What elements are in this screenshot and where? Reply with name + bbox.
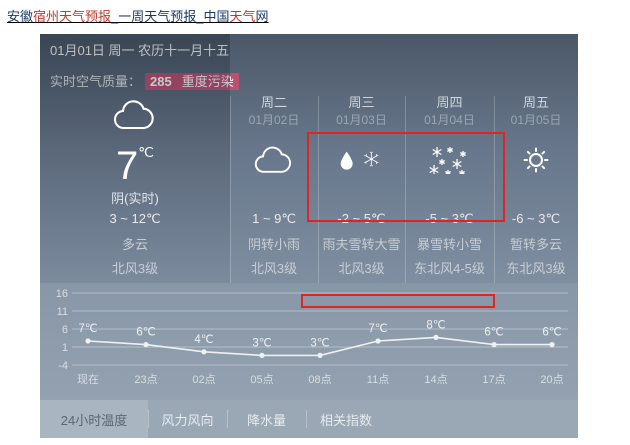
svg-text:现在: 现在 [77,373,99,386]
svg-text:7℃: 7℃ [368,323,387,335]
svg-text:3℃: 3℃ [252,337,271,349]
svg-text:16: 16 [56,288,68,300]
svg-text:05点: 05点 [250,373,273,386]
svg-text:11点: 11点 [367,373,389,386]
svg-text:6℃: 6℃ [136,327,155,339]
svg-text:4℃: 4℃ [194,334,213,346]
svg-text:6: 6 [62,324,68,336]
svg-text:6℃: 6℃ [542,327,561,339]
svg-text:11: 11 [57,306,68,318]
svg-text:08点: 08点 [308,373,331,386]
svg-text:7℃: 7℃ [78,323,97,335]
svg-text:23点: 23点 [134,373,157,386]
svg-text:20点: 20点 [540,373,563,386]
svg-text:17点: 17点 [482,373,505,386]
svg-text:1: 1 [62,342,68,354]
svg-text:3℃: 3℃ [310,337,329,349]
svg-text:6℃: 6℃ [484,327,503,339]
svg-text:8℃: 8℃ [426,319,445,331]
svg-text:-4: -4 [58,360,68,372]
svg-text:14点: 14点 [424,373,447,386]
svg-text:02点: 02点 [192,373,215,386]
